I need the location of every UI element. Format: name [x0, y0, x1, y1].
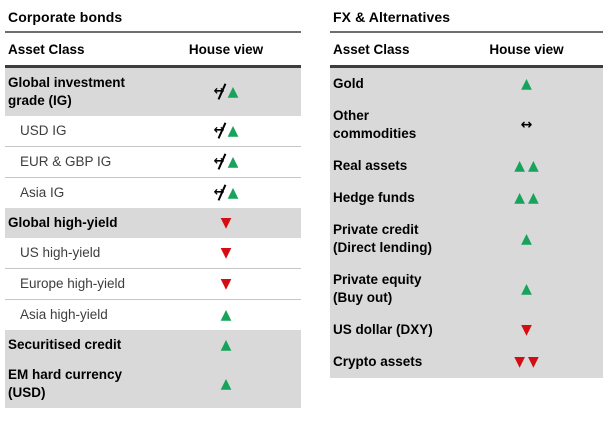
strike-slash: [217, 83, 226, 100]
up-triangle-icon: ▲: [521, 76, 532, 92]
asset-row: Hedge funds ▲ ▲: [330, 182, 603, 214]
up-triangle-icon: ▲: [227, 84, 239, 100]
asset-class-label: Global high-yield: [8, 215, 118, 230]
house-view-cell: ▲ ▲: [450, 159, 603, 173]
house-view-cell: ▼ ▼: [450, 355, 603, 369]
crossed-sideways-arrow-icon: ↔: [213, 122, 226, 139]
house-view-cell: ▲: [151, 308, 301, 322]
asset-class-label: Global investment grade (IG): [8, 75, 126, 108]
down-triangle-icon: ▼: [514, 354, 525, 370]
up-triangle-icon: ▲: [514, 190, 525, 206]
asset-row: US high-yield ▼: [5, 238, 301, 268]
table-header-row: Asset Class House view: [330, 33, 603, 68]
house-view-cell: ↔: [450, 118, 603, 132]
up-triangle-icon: ▲: [227, 154, 239, 170]
up-triangle-icon: ▲: [227, 123, 239, 139]
asset-row: Europe high-yield ▼: [5, 268, 301, 299]
house-view-cell: ↔ ▲: [151, 153, 301, 170]
asset-class-label: Asia IG: [20, 185, 65, 200]
asset-class-column-header: Asset Class: [333, 42, 410, 57]
house-view-cell: ↔ ▲: [151, 122, 301, 139]
down-triangle-icon: ▼: [528, 354, 539, 370]
strike-slash: [217, 122, 226, 139]
asset-class-label: EUR & GBP IG: [20, 154, 112, 169]
corporate-bonds-table: Corporate bonds Asset Class House view G…: [5, 6, 301, 408]
asset-class-label: Securitised credit: [8, 337, 122, 352]
asset-class-label: Private credit (Direct lending): [333, 222, 433, 255]
asset-row: Asia high-yield ▲: [5, 299, 301, 330]
asset-row: Global high-yield ▼: [5, 208, 301, 238]
table-rows: Global investment grade (IG) ↔ ▲ USD IG ↔ ▲ EU…: [5, 68, 301, 408]
asset-class-label: US dollar (DXY): [333, 322, 433, 337]
asset-row: Asia IG ↔ ▲: [5, 177, 301, 208]
up-triangle-icon: ▲: [227, 185, 239, 201]
asset-row: EUR & GBP IG ↔ ▲: [5, 146, 301, 177]
down-triangle-icon: ▼: [521, 322, 532, 338]
house-view-cell: ↔ ▲: [151, 83, 301, 100]
up-triangle-icon: ▲: [220, 337, 232, 353]
table-header-row: Asset Class House view: [5, 33, 301, 68]
house-view-cell: ▼: [151, 277, 301, 291]
house-view-cell: ▼: [151, 216, 301, 230]
asset-class-label: Europe high-yield: [20, 276, 126, 291]
house-view-cell: ▼: [151, 246, 301, 260]
up-triangle-icon: ▲: [220, 376, 232, 392]
house-view-cell: ↔ ▲: [151, 184, 301, 201]
asset-class-label: Real assets: [333, 158, 408, 173]
asset-class-label: Crypto assets: [333, 354, 423, 369]
up-triangle-icon: ▲: [514, 158, 525, 174]
crossed-sideways-arrow-icon: ↔: [213, 153, 226, 170]
up-triangle-icon: ▲: [521, 231, 532, 247]
asset-row: Private equity (Buy out) ▲: [330, 264, 603, 314]
crossed-sideways-arrow-icon: ↔: [213, 184, 226, 201]
table-title: Corporate bonds: [5, 6, 301, 33]
asset-class-column-header: Asset Class: [8, 42, 85, 57]
up-triangle-icon: ▲: [220, 307, 232, 323]
asset-row: Gold ▲: [330, 68, 603, 100]
asset-row: Private credit (Direct lending) ▲: [330, 214, 603, 264]
asset-class-label: EM hard currency (USD): [8, 367, 123, 400]
up-triangle-icon: ▲: [521, 281, 532, 297]
asset-class-label: Hedge funds: [333, 190, 415, 205]
house-view-cell: ▲: [151, 377, 301, 391]
house-view-cell: ▲: [450, 232, 603, 246]
asset-row: US dollar (DXY) ▼: [330, 314, 603, 346]
asset-row: EM hard currency (USD) ▲: [5, 360, 301, 408]
house-view-cell: ▲: [450, 77, 603, 91]
table-rows: Gold ▲ Other commodities ↔ Real assets ▲ ▲ Hedg…: [330, 68, 603, 378]
asset-class-label: US high-yield: [20, 245, 101, 260]
house-view-cell: ▼: [450, 323, 603, 337]
house-view-column-header: House view: [489, 42, 564, 57]
table-title: FX & Alternatives: [330, 6, 603, 33]
asset-row: USD IG ↔ ▲: [5, 116, 301, 146]
up-triangle-icon: ▲: [528, 158, 539, 174]
house-view-cell: ▲: [151, 338, 301, 352]
asset-class-label: Asia high-yield: [20, 307, 108, 322]
fx-alternatives-table: FX & Alternatives Asset Class House view…: [330, 6, 603, 378]
asset-class-label: Other commodities: [333, 108, 417, 141]
strike-slash: [217, 184, 226, 201]
down-triangle-icon: ▼: [220, 215, 232, 231]
down-triangle-icon: ▼: [220, 276, 232, 292]
down-triangle-icon: ▼: [220, 245, 232, 261]
strike-slash: [217, 153, 226, 170]
asset-class-label: Private equity (Buy out): [333, 272, 422, 305]
asset-class-label: USD IG: [20, 123, 67, 138]
asset-row: Global investment grade (IG) ↔ ▲: [5, 68, 301, 116]
sideways-arrow-icon: ↔: [520, 117, 533, 133]
asset-row: Securitised credit ▲: [5, 330, 301, 360]
asset-row: Crypto assets ▼ ▼: [330, 346, 603, 378]
house-view-cell: ▲: [450, 282, 603, 296]
asset-row: Real assets ▲ ▲: [330, 150, 603, 182]
crossed-sideways-arrow-icon: ↔: [213, 83, 226, 100]
up-triangle-icon: ▲: [528, 190, 539, 206]
asset-class-label: Gold: [333, 76, 364, 91]
asset-row: Other commodities ↔: [330, 100, 603, 150]
house-view-cell: ▲ ▲: [450, 191, 603, 205]
house-view-column-header: House view: [188, 42, 264, 57]
